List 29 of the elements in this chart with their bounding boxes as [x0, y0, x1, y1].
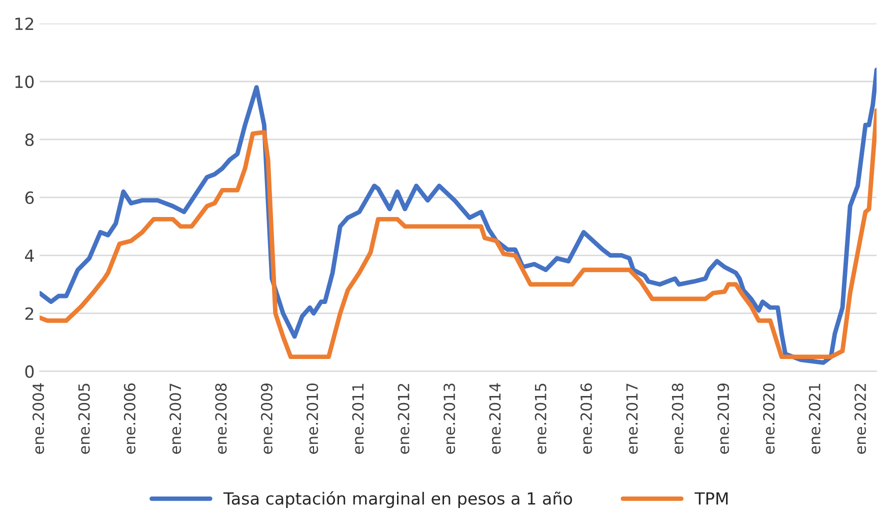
- x-tick-label: ene.2011: [352, 384, 364, 454]
- x-tick-label: ene.2019: [717, 384, 730, 454]
- y-tick-label: 10: [15, 75, 34, 88]
- x-tick-label: ene.2013: [444, 384, 456, 454]
- legend-label: TPM: [694, 492, 728, 505]
- y-tick-label: 8: [25, 133, 34, 146]
- x-tick-label: ene.2021: [808, 384, 820, 454]
- x-tick-label: ene.2022: [854, 384, 866, 454]
- x-tick-label: ene.2017: [626, 384, 638, 454]
- line-series: [40, 108, 877, 360]
- x-tick-label: ene.2009: [260, 384, 272, 454]
- x-tick-label: ene.2012: [398, 384, 410, 454]
- y-tick-label: 12: [15, 17, 34, 30]
- y-tick-label: 2: [25, 307, 34, 320]
- x-tick-label: ene.2004: [32, 383, 44, 454]
- x-tick-label: ene.2014: [489, 383, 501, 454]
- x-tick-label: ene.2020: [763, 383, 775, 454]
- x-tick-label: ene.2005: [78, 384, 90, 454]
- x-tick-label: ene.2018: [672, 383, 684, 454]
- legend-label: Tasa captación marginal en pesos a 1 año: [223, 491, 572, 508]
- x-tick-label: ene.2015: [534, 384, 546, 454]
- y-tick-label: 0: [25, 365, 34, 378]
- x-tick-label: ene.2008: [215, 383, 227, 454]
- x-tick-label: ene.2010: [306, 383, 318, 454]
- x-tick-label: ene.2007: [170, 384, 182, 454]
- x-tick-label: ene.2016: [580, 383, 592, 454]
- x-tick-label: ene.2006: [124, 383, 136, 454]
- y-tick-label: 6: [25, 191, 34, 204]
- y-tick-label: 4: [24, 250, 34, 262]
